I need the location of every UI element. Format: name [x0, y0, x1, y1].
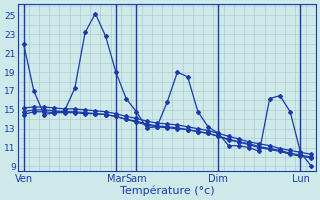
X-axis label: Température (°c): Température (°c)	[120, 185, 214, 196]
